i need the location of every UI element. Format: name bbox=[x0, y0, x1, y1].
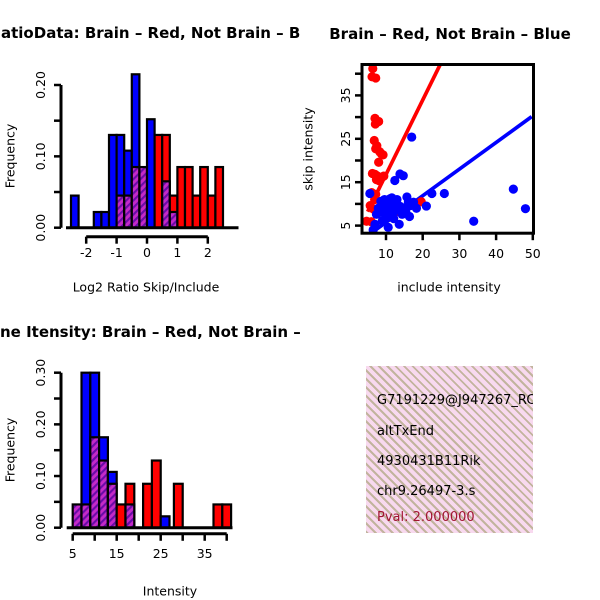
info-box: G7191229@J947267_RC altTxEnd 4930431B11R… bbox=[366, 366, 533, 533]
scatter-point-blue bbox=[411, 203, 422, 213]
info-line-locus: chr9.26497-3.s bbox=[377, 484, 476, 499]
x-tick-label: -2 bbox=[80, 245, 92, 260]
x-tick-label: 0 bbox=[143, 245, 151, 260]
hist-ratio-ylabel: Frequency bbox=[2, 123, 18, 189]
scatter-point-blue bbox=[365, 188, 375, 199]
hist-gene-title: ne Itensity: Brain – Red, Not Brain – B bbox=[0, 323, 300, 341]
scatter-point-blue bbox=[508, 184, 518, 194]
scatter-point-blue bbox=[421, 201, 431, 211]
scatter-point-blue bbox=[394, 219, 404, 229]
scatter-point-blue bbox=[520, 204, 531, 214]
scatter-point-blue bbox=[469, 216, 479, 226]
x-tick-label: 20 bbox=[415, 246, 431, 261]
hist-ratio-xlabel: Log2 Ratio Skip/Include bbox=[72, 279, 220, 295]
panel-hist-ratio: atioData: Brain – Red, Not Brain – Blu L… bbox=[0, 0, 300, 300]
y-tick-label: 5 bbox=[338, 222, 353, 230]
scatter-point-red bbox=[374, 176, 384, 186]
x-tick-label: 50 bbox=[525, 246, 541, 261]
hist-ratio-title: atioData: Brain – Red, Not Brain – Blu bbox=[1, 24, 300, 42]
x-tick-label: 40 bbox=[488, 246, 504, 261]
info-line-gene-symbol: 4930431B11Rik bbox=[377, 454, 481, 469]
x-tick-label: 2 bbox=[204, 245, 212, 260]
scatter-point-blue bbox=[379, 194, 390, 205]
x-tick-label: 10 bbox=[378, 246, 394, 261]
scatter-point-blue bbox=[368, 225, 378, 234]
scatter-point-blue bbox=[389, 214, 399, 224]
x-tick-label: -1 bbox=[110, 245, 122, 260]
scatter-point-red bbox=[374, 157, 384, 167]
scatter-point-red bbox=[378, 150, 388, 160]
scatter-point-blue bbox=[390, 175, 400, 186]
scatter-point-blue bbox=[439, 188, 449, 199]
x-tick-label: 25 bbox=[153, 546, 169, 561]
y-tick-label: 0.10 bbox=[33, 142, 48, 170]
y-tick-label: 0.10 bbox=[33, 462, 48, 490]
panel-hist-gene: ne Itensity: Brain – Red, Not Brain – B … bbox=[0, 300, 300, 600]
scatter-point-blue bbox=[381, 212, 391, 222]
scatter-point-blue bbox=[398, 171, 408, 181]
y-tick-label: 0.00 bbox=[33, 514, 48, 542]
scatter-point-red bbox=[368, 64, 378, 74]
y-tick-label: 0.30 bbox=[33, 359, 48, 387]
y-tick-label: 35 bbox=[338, 87, 353, 103]
scatter-ylabel: skip intensity bbox=[300, 107, 316, 191]
scatter-point-blue bbox=[427, 188, 437, 199]
x-tick-label: 5 bbox=[69, 546, 77, 561]
y-tick-label: 15 bbox=[338, 174, 353, 190]
scatter-point-blue bbox=[383, 222, 393, 232]
scatter-point-blue bbox=[407, 132, 417, 142]
info-line-pval: Pval: 2.000000 bbox=[377, 510, 475, 525]
plot-box bbox=[360, 63, 535, 235]
scatter-point-red bbox=[370, 119, 380, 129]
scatter-title: Brain – Red, Not Brain – Blue bbox=[329, 25, 571, 43]
info-line-event-type: altTxEnd bbox=[377, 424, 435, 439]
scatter-point-red bbox=[371, 73, 381, 83]
scatter-xlabel: include intensity bbox=[397, 279, 501, 295]
info-line-probe-id: G7191229@J947267_RC bbox=[377, 393, 533, 408]
scatter-point-blue bbox=[404, 211, 415, 222]
x-tick-label: 30 bbox=[451, 246, 467, 261]
hist-gene-ylabel: Frequency bbox=[2, 417, 18, 483]
y-tick-label: 25 bbox=[338, 131, 353, 147]
y-tick-label: 0.20 bbox=[33, 410, 48, 438]
y-tick-label: 0.20 bbox=[33, 71, 48, 99]
panel-scatter: Brain – Red, Not Brain – Blue include in… bbox=[300, 0, 600, 300]
x-tick-label: 15 bbox=[109, 546, 125, 561]
panel-info: G7191229@J947267_RC altTxEnd 4930431B11R… bbox=[300, 300, 600, 600]
x-tick-label: 1 bbox=[173, 245, 181, 260]
x-tick-label: 35 bbox=[197, 546, 213, 561]
hist-gene-xlabel: Intensity bbox=[142, 583, 198, 599]
scatter-point-red bbox=[362, 216, 372, 226]
fit-line-red bbox=[365, 64, 442, 213]
y-tick-label: 0.00 bbox=[33, 214, 48, 242]
